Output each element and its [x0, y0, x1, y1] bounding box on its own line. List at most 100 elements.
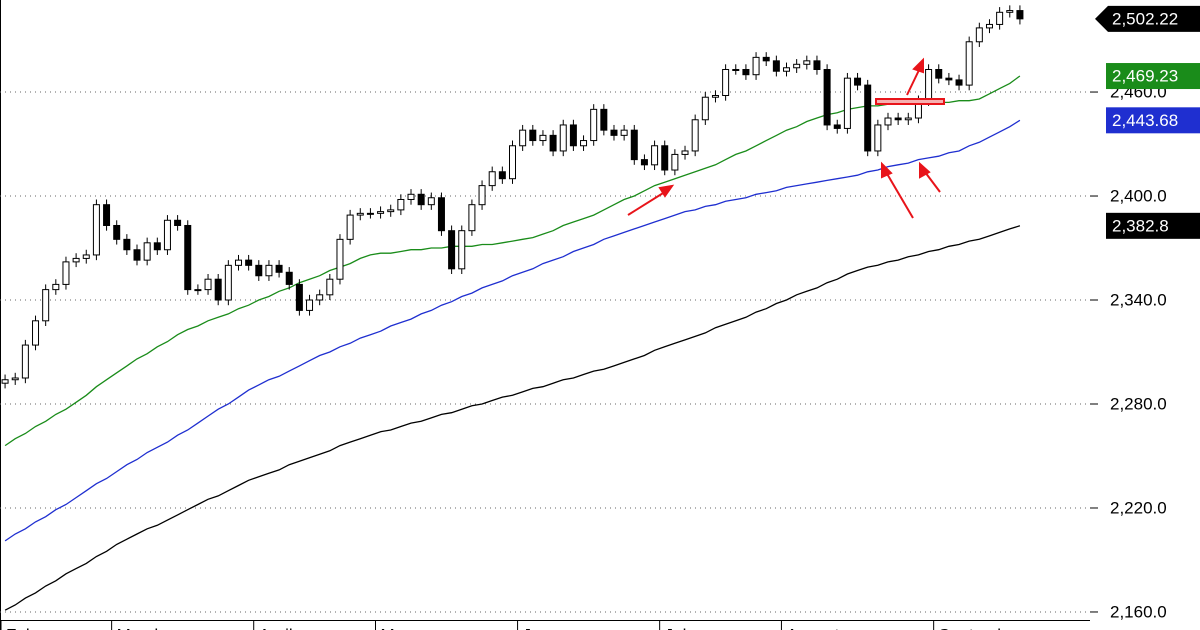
price-tag [1106, 63, 1200, 90]
candle-body [701, 96, 709, 121]
candle-body [417, 193, 425, 206]
candle-body [113, 224, 121, 240]
candle-body [1006, 10, 1014, 13]
candle-body [620, 129, 628, 136]
candle-body [864, 84, 872, 152]
candle-body [610, 129, 618, 136]
moving-average-line [4, 119, 1021, 542]
candle-body [255, 264, 263, 277]
candle-body [783, 67, 791, 72]
x-tick-label: February [6, 625, 75, 630]
arrow-head [912, 57, 924, 74]
x-tick-label: July [665, 625, 696, 630]
candle-body [833, 124, 841, 129]
candle-body [448, 230, 456, 270]
candle-body [245, 259, 253, 266]
candle-body [996, 11, 1004, 25]
candle-body [661, 145, 669, 171]
candle-body [366, 212, 374, 215]
candle-body [275, 264, 283, 273]
candle-body [82, 254, 90, 259]
candle-body [793, 63, 801, 69]
candle-body [519, 129, 527, 147]
candle-body [894, 117, 902, 121]
candle-body [478, 185, 486, 206]
candle-body [143, 242, 151, 261]
arrow [906, 67, 921, 96]
candle-body [62, 261, 70, 285]
candle-body [397, 198, 405, 211]
candle-body [316, 294, 324, 301]
candle-body [387, 209, 395, 213]
candle-body [742, 68, 750, 76]
x-tick-label: June [523, 625, 560, 630]
candle-body [214, 278, 222, 301]
plot [0, 0, 1090, 630]
candle-body [854, 77, 862, 86]
candle-body [123, 238, 131, 251]
candle-body [803, 60, 811, 65]
candle-body [52, 283, 60, 291]
candle-body [1016, 10, 1024, 20]
price-tag-label: 2,469.23 [1112, 67, 1178, 86]
y-tick-label: 2,160.0 [1110, 602, 1167, 621]
x-tick-label: August [786, 625, 839, 630]
y-tick-label: 2,220.0 [1110, 498, 1167, 517]
candle-body [133, 249, 141, 261]
candle-body [468, 204, 476, 232]
candle-body [32, 320, 40, 346]
candle-body [975, 27, 983, 43]
candle-body [356, 212, 364, 216]
candle-body [904, 117, 912, 121]
candle-body [580, 140, 588, 147]
candle-body [529, 129, 537, 142]
x-tick-label: September [939, 625, 1022, 630]
candle-body [590, 108, 598, 142]
arrow-head [658, 184, 675, 198]
candle-body [306, 299, 314, 311]
resistance-box [875, 98, 945, 105]
candle-body [762, 56, 770, 62]
candle-body [813, 60, 821, 70]
candle-body [681, 150, 689, 155]
candle-body [630, 129, 638, 161]
candle-body [174, 219, 182, 226]
price-tag [1106, 212, 1200, 239]
candle-body [498, 171, 506, 180]
candle-body [163, 219, 171, 251]
candle-body [21, 344, 29, 379]
candle-body [295, 283, 303, 311]
candle-body [884, 117, 892, 126]
arrow [627, 189, 669, 216]
candle-body [752, 56, 760, 76]
candle-body [823, 68, 831, 126]
candle-body [640, 159, 648, 166]
candle-body [285, 271, 293, 285]
candle-body [955, 79, 963, 86]
candle-body [925, 68, 933, 102]
candle-body [377, 211, 385, 214]
price-tag-label: 2,382.8 [1112, 216, 1169, 235]
candle-body [92, 204, 100, 256]
candle-body [336, 238, 344, 280]
candle-body [945, 77, 953, 81]
candle-body [732, 68, 740, 71]
candle-body [194, 289, 202, 292]
candle-body [72, 257, 80, 263]
candle-body [691, 119, 699, 152]
candle-body [569, 124, 577, 147]
candle-body [224, 264, 232, 301]
candle-body [326, 278, 334, 296]
candle-body [437, 197, 445, 232]
y-tick-label: 2,400.0 [1110, 187, 1167, 206]
candle-body [539, 134, 547, 142]
arrow [924, 171, 941, 193]
candle-body [346, 214, 354, 240]
y-tick-label: 2,280.0 [1110, 394, 1167, 413]
candle-body [985, 23, 993, 29]
candle-body [874, 124, 882, 152]
moving-average-line [4, 225, 1021, 611]
candle-body [103, 204, 111, 226]
candle-body [234, 259, 242, 266]
